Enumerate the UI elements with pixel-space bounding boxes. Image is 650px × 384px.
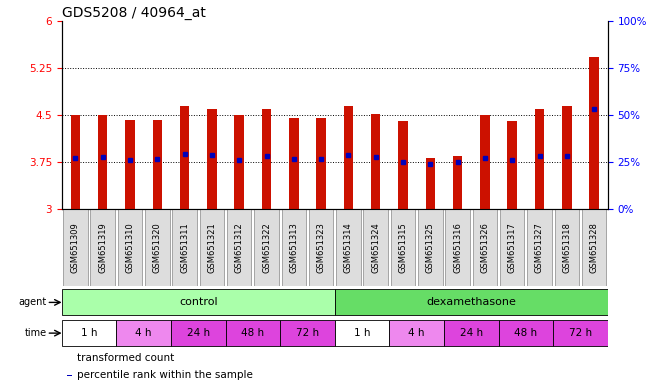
Text: GSM651319: GSM651319 [98, 222, 107, 273]
FancyBboxPatch shape [363, 209, 388, 286]
Bar [371, 114, 380, 209]
FancyBboxPatch shape [335, 290, 608, 315]
Text: 24 h: 24 h [460, 328, 483, 338]
FancyBboxPatch shape [90, 209, 115, 286]
FancyBboxPatch shape [473, 209, 497, 286]
Text: percentile rank within the sample: percentile rank within the sample [77, 370, 253, 381]
FancyBboxPatch shape [200, 209, 224, 286]
Text: GDS5208 / 40964_at: GDS5208 / 40964_at [62, 6, 205, 20]
FancyBboxPatch shape [62, 320, 116, 346]
Text: dexamethasone: dexamethasone [426, 297, 516, 308]
Text: GSM651317: GSM651317 [508, 222, 517, 273]
Bar [125, 120, 135, 209]
Text: GSM651325: GSM651325 [426, 222, 435, 273]
Text: agent: agent [18, 297, 46, 308]
Text: 48 h: 48 h [514, 328, 538, 338]
FancyBboxPatch shape [280, 320, 335, 346]
FancyBboxPatch shape [499, 320, 553, 346]
Text: GSM651310: GSM651310 [125, 222, 135, 273]
Bar [508, 121, 517, 209]
Text: GSM651309: GSM651309 [71, 222, 80, 273]
Bar [317, 118, 326, 209]
Text: GSM651323: GSM651323 [317, 222, 326, 273]
Text: 4 h: 4 h [408, 328, 425, 338]
FancyBboxPatch shape [145, 209, 170, 286]
Bar [262, 109, 271, 209]
FancyBboxPatch shape [444, 320, 499, 346]
FancyBboxPatch shape [554, 209, 579, 286]
Text: GSM651328: GSM651328 [590, 222, 599, 273]
Text: GSM651322: GSM651322 [262, 222, 271, 273]
Bar [590, 58, 599, 209]
FancyBboxPatch shape [553, 320, 608, 346]
Bar [426, 158, 435, 209]
Bar [535, 109, 544, 209]
Bar [480, 115, 489, 209]
Bar [71, 115, 80, 209]
Text: control: control [179, 297, 218, 308]
FancyBboxPatch shape [309, 209, 333, 286]
FancyBboxPatch shape [254, 209, 279, 286]
Text: GSM651320: GSM651320 [153, 222, 162, 273]
Text: 72 h: 72 h [296, 328, 319, 338]
FancyBboxPatch shape [527, 209, 552, 286]
Bar [207, 109, 216, 209]
Text: transformed count: transformed count [77, 353, 174, 363]
Text: 1 h: 1 h [354, 328, 370, 338]
Text: GSM651321: GSM651321 [207, 222, 216, 273]
FancyBboxPatch shape [63, 209, 88, 286]
Bar [398, 121, 408, 209]
Text: 48 h: 48 h [241, 328, 265, 338]
FancyBboxPatch shape [172, 209, 197, 286]
Text: GSM651324: GSM651324 [371, 222, 380, 273]
Bar [235, 115, 244, 209]
FancyBboxPatch shape [227, 209, 252, 286]
Bar [289, 118, 298, 209]
Text: 24 h: 24 h [187, 328, 210, 338]
FancyBboxPatch shape [335, 320, 389, 346]
FancyBboxPatch shape [62, 290, 335, 315]
Bar [98, 115, 107, 209]
Text: GSM651316: GSM651316 [453, 222, 462, 273]
FancyBboxPatch shape [389, 320, 444, 346]
Bar [153, 120, 162, 209]
Bar [67, 375, 72, 376]
Text: GSM651312: GSM651312 [235, 222, 244, 273]
Text: GSM651327: GSM651327 [535, 222, 544, 273]
FancyBboxPatch shape [171, 320, 226, 346]
Text: GSM651314: GSM651314 [344, 222, 353, 273]
FancyBboxPatch shape [500, 209, 525, 286]
Text: GSM651311: GSM651311 [180, 222, 189, 273]
FancyBboxPatch shape [116, 320, 171, 346]
FancyBboxPatch shape [391, 209, 415, 286]
Text: 72 h: 72 h [569, 328, 592, 338]
Text: GSM651318: GSM651318 [562, 222, 571, 273]
Text: GSM651315: GSM651315 [398, 222, 408, 273]
FancyBboxPatch shape [418, 209, 443, 286]
Text: 1 h: 1 h [81, 328, 98, 338]
Bar [180, 106, 189, 209]
Bar [453, 156, 462, 209]
Bar [344, 106, 353, 209]
FancyBboxPatch shape [226, 320, 280, 346]
Bar [562, 106, 571, 209]
Text: time: time [24, 328, 46, 338]
Text: 4 h: 4 h [135, 328, 152, 338]
FancyBboxPatch shape [582, 209, 606, 286]
Text: GSM651313: GSM651313 [289, 222, 298, 273]
Text: GSM651326: GSM651326 [480, 222, 489, 273]
FancyBboxPatch shape [336, 209, 361, 286]
FancyBboxPatch shape [281, 209, 306, 286]
FancyBboxPatch shape [118, 209, 142, 286]
FancyBboxPatch shape [445, 209, 470, 286]
